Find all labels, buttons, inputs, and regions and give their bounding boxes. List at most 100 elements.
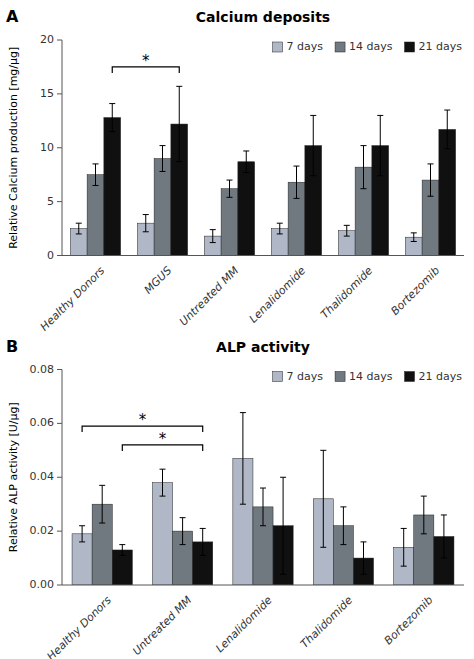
- error-bar-stem: [279, 223, 280, 234]
- panel: ACalcium depositsRelative Calcium produc…: [6, 7, 464, 334]
- error-bar-cap: [361, 188, 367, 189]
- error-bar-cap: [93, 163, 99, 164]
- y-tick: [57, 531, 62, 532]
- x-tick-label: Bortezomib: [382, 594, 436, 648]
- error-bar-cap: [280, 477, 286, 478]
- y-tick-label: 10: [40, 141, 54, 154]
- error-bar-stem: [447, 110, 448, 149]
- x-tick-label: Untreated MM: [177, 264, 242, 329]
- x-tick-label: Bortezomib: [388, 264, 442, 318]
- error-bar-stem: [343, 507, 344, 545]
- panel-label: B: [6, 337, 18, 356]
- error-bar-cap: [227, 197, 233, 198]
- y-tick-label: 20: [40, 33, 54, 46]
- title: ALP activity: [216, 339, 310, 355]
- error-bar: [401, 528, 407, 566]
- legend-label: 21 days: [419, 40, 463, 53]
- y-tick: [57, 585, 62, 586]
- x-tick-label: Thalidomide: [318, 264, 375, 321]
- error-bar-cap: [401, 566, 407, 567]
- error-bar: [119, 545, 125, 556]
- error-bar-cap: [160, 171, 166, 172]
- legend: 7 days14 days21 days: [273, 370, 463, 383]
- error-bar-cap: [310, 175, 316, 176]
- error-bar-cap: [180, 517, 186, 518]
- panel-label: A: [6, 7, 19, 26]
- y-tick: [57, 477, 62, 478]
- error-bar-stem: [323, 450, 324, 547]
- error-bar-stem: [78, 223, 79, 234]
- x-tick-label: Thalidomide: [298, 593, 355, 650]
- x-tick-label: Lenalidomide: [213, 593, 275, 655]
- error-bar-stem: [95, 164, 96, 186]
- legend: 7 days14 days21 days: [273, 40, 463, 53]
- error-bar-cap: [411, 232, 417, 233]
- error-bar: [79, 526, 85, 542]
- error-bar-cap: [260, 488, 266, 489]
- error-bar-cap: [444, 110, 450, 111]
- error-bar: [310, 115, 316, 175]
- bar: [238, 162, 255, 256]
- error-bar-cap: [76, 233, 82, 234]
- y-tick-label: 0.08: [30, 363, 55, 376]
- x-axis: [62, 255, 464, 256]
- error-bar-cap: [143, 231, 149, 232]
- error-bar-cap: [160, 496, 166, 497]
- y-tick: [57, 369, 62, 370]
- error-bar-stem: [263, 488, 264, 526]
- error-bar-cap: [320, 547, 326, 548]
- error-bar-cap: [160, 469, 166, 470]
- legend-item: 21 days: [405, 370, 463, 383]
- error-bar-cap: [260, 525, 266, 526]
- error-bar-cap: [441, 514, 447, 515]
- y-tick-label: 5: [47, 195, 54, 208]
- legend-label: 7 days: [287, 370, 324, 383]
- error-bar: [210, 230, 216, 243]
- error-bar: [361, 542, 367, 574]
- y-axis-label: Relative ALP activity [U/µg]: [7, 402, 20, 552]
- legend-swatch: [335, 42, 345, 52]
- error-bar: [240, 413, 246, 505]
- error-bar-cap: [119, 544, 125, 545]
- error-bar-cap: [377, 175, 383, 176]
- error-bar: [320, 450, 326, 547]
- error-bar: [160, 469, 166, 496]
- error-bar-cap: [76, 223, 82, 224]
- legend-label: 21 days: [419, 370, 463, 383]
- error-bar-stem: [246, 151, 247, 173]
- error-bar: [180, 518, 186, 545]
- y-tick: [57, 40, 62, 41]
- bar: [152, 483, 172, 585]
- y-axis: [62, 40, 63, 256]
- error-bar-cap: [143, 214, 149, 215]
- y-axis: [62, 370, 63, 586]
- error-bar-cap: [421, 496, 427, 497]
- bar: [112, 550, 132, 585]
- error-bar-stem: [380, 115, 381, 175]
- error-bar-stem: [363, 146, 364, 189]
- legend-item: 7 days: [273, 370, 324, 383]
- error-bar-stem: [242, 413, 243, 505]
- error-bar-cap: [109, 103, 115, 104]
- y-tick-label: 0.02: [30, 524, 55, 537]
- y-tick-label: 0.04: [30, 470, 55, 483]
- significance-label: *: [142, 52, 150, 70]
- error-bar-cap: [99, 523, 105, 524]
- significance-label: *: [159, 430, 167, 448]
- error-bar-cap: [361, 145, 367, 146]
- error-bar-stem: [423, 496, 424, 534]
- legend-label: 7 days: [287, 40, 324, 53]
- error-bar-stem: [346, 225, 347, 236]
- error-bar-stem: [162, 469, 163, 496]
- error-bar: [411, 233, 417, 242]
- plot-area: [70, 86, 455, 255]
- bar: [154, 159, 171, 256]
- error-bar-cap: [377, 115, 383, 116]
- error-bar-cap: [200, 528, 206, 529]
- error-bar: [277, 223, 283, 234]
- error-bar-stem: [162, 146, 163, 172]
- x-tick-label: Healthy Donors: [44, 593, 114, 659]
- y-tick-label: 0: [47, 249, 54, 262]
- error-bar-cap: [441, 558, 447, 559]
- error-bar-cap: [176, 161, 182, 162]
